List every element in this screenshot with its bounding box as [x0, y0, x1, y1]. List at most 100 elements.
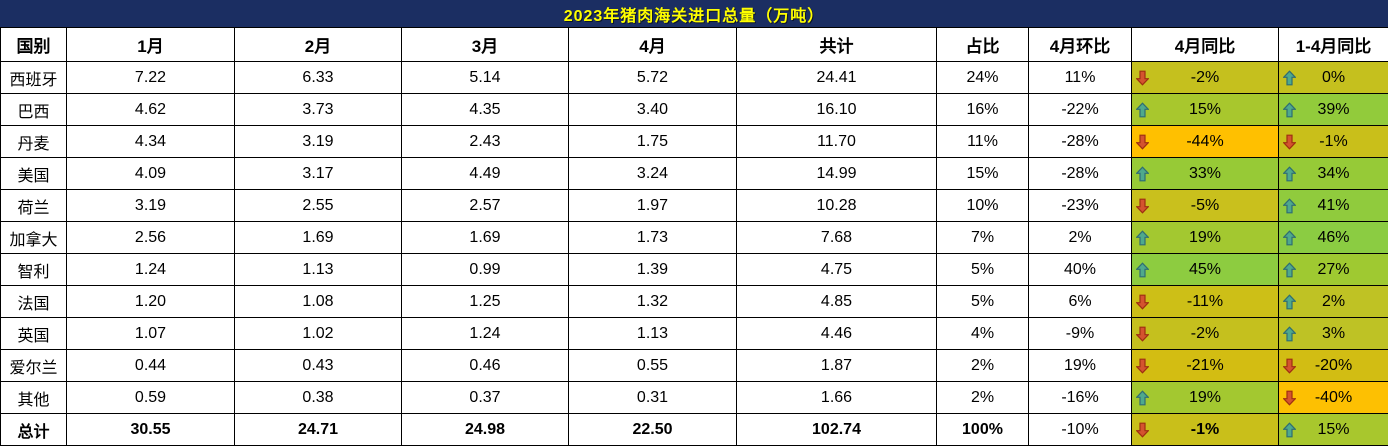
value-cell[interactable]: 1.69 [401, 221, 569, 254]
column-header-9[interactable]: 1-4月同比 [1278, 27, 1388, 62]
value-cell[interactable]: 24% [936, 61, 1029, 94]
value-cell[interactable]: -16% [1028, 381, 1132, 414]
value-cell[interactable]: 5.72 [568, 61, 737, 94]
value-cell[interactable]: 0.55 [568, 349, 737, 382]
country-cell[interactable]: 其他 [0, 381, 67, 414]
column-header-7[interactable]: 4月环比 [1028, 27, 1132, 62]
ytd-yoy-cell[interactable]: 3% [1278, 317, 1388, 350]
apr-yoy-cell[interactable]: 33% [1131, 157, 1279, 190]
value-cell[interactable]: -23% [1028, 189, 1132, 222]
value-cell[interactable]: 1.20 [66, 285, 235, 318]
ytd-yoy-cell[interactable]: 34% [1278, 157, 1388, 190]
value-cell[interactable]: 40% [1028, 253, 1132, 286]
value-cell[interactable]: 24.41 [736, 61, 937, 94]
value-cell[interactable]: 4.35 [401, 93, 569, 126]
value-cell[interactable]: 2.56 [66, 221, 235, 254]
value-cell[interactable]: 4.62 [66, 93, 235, 126]
value-cell[interactable]: 14.99 [736, 157, 937, 190]
value-cell[interactable]: 5.14 [401, 61, 569, 94]
value-cell[interactable]: 4.85 [736, 285, 937, 318]
value-cell[interactable]: 1.13 [568, 317, 737, 350]
value-cell[interactable]: 102.74 [736, 413, 937, 446]
value-cell[interactable]: 5% [936, 285, 1029, 318]
value-cell[interactable]: 100% [936, 413, 1029, 446]
value-cell[interactable]: 10.28 [736, 189, 937, 222]
value-cell[interactable]: 2% [1028, 221, 1132, 254]
value-cell[interactable]: 1.08 [234, 285, 402, 318]
value-cell[interactable]: 0.59 [66, 381, 235, 414]
value-cell[interactable]: 2% [936, 349, 1029, 382]
value-cell[interactable]: 4% [936, 317, 1029, 350]
value-cell[interactable]: 1.02 [234, 317, 402, 350]
apr-yoy-cell[interactable]: -21% [1131, 349, 1279, 382]
value-cell[interactable]: 2% [936, 381, 1029, 414]
value-cell[interactable]: 7% [936, 221, 1029, 254]
value-cell[interactable]: 0.38 [234, 381, 402, 414]
apr-yoy-cell[interactable]: -1% [1131, 413, 1279, 446]
value-cell[interactable]: 10% [936, 189, 1029, 222]
country-cell[interactable]: 爱尔兰 [0, 349, 67, 382]
value-cell[interactable]: 4.75 [736, 253, 937, 286]
country-cell[interactable]: 巴西 [0, 93, 67, 126]
value-cell[interactable]: 15% [936, 157, 1029, 190]
value-cell[interactable]: 1.75 [568, 125, 737, 158]
country-cell[interactable]: 美国 [0, 157, 67, 190]
value-cell[interactable]: 1.24 [66, 253, 235, 286]
value-cell[interactable]: 11.70 [736, 125, 937, 158]
value-cell[interactable]: 7.68 [736, 221, 937, 254]
value-cell[interactable]: -9% [1028, 317, 1132, 350]
column-header-5[interactable]: 共计 [736, 27, 937, 62]
apr-yoy-cell[interactable]: -11% [1131, 285, 1279, 318]
value-cell[interactable]: 1.24 [401, 317, 569, 350]
apr-yoy-cell[interactable]: -5% [1131, 189, 1279, 222]
country-cell[interactable]: 荷兰 [0, 189, 67, 222]
column-header-2[interactable]: 2月 [234, 27, 402, 62]
value-cell[interactable]: 6.33 [234, 61, 402, 94]
value-cell[interactable]: 6% [1028, 285, 1132, 318]
value-cell[interactable]: -28% [1028, 157, 1132, 190]
apr-yoy-cell[interactable]: 19% [1131, 221, 1279, 254]
apr-yoy-cell[interactable]: -2% [1131, 317, 1279, 350]
apr-yoy-cell[interactable]: 45% [1131, 253, 1279, 286]
value-cell[interactable]: 1.97 [568, 189, 737, 222]
value-cell[interactable]: 3.17 [234, 157, 402, 190]
apr-yoy-cell[interactable]: 19% [1131, 381, 1279, 414]
value-cell[interactable]: -10% [1028, 413, 1132, 446]
ytd-yoy-cell[interactable]: 46% [1278, 221, 1388, 254]
value-cell[interactable]: 22.50 [568, 413, 737, 446]
value-cell[interactable]: 3.40 [568, 93, 737, 126]
value-cell[interactable]: 24.71 [234, 413, 402, 446]
ytd-yoy-cell[interactable]: 39% [1278, 93, 1388, 126]
country-cell[interactable]: 英国 [0, 317, 67, 350]
value-cell[interactable]: 7.22 [66, 61, 235, 94]
column-header-1[interactable]: 1月 [66, 27, 235, 62]
value-cell[interactable]: 0.99 [401, 253, 569, 286]
value-cell[interactable]: 11% [1028, 61, 1132, 94]
value-cell[interactable]: -22% [1028, 93, 1132, 126]
value-cell[interactable]: 2.55 [234, 189, 402, 222]
value-cell[interactable]: 2.43 [401, 125, 569, 158]
value-cell[interactable]: 1.39 [568, 253, 737, 286]
value-cell[interactable]: 4.46 [736, 317, 937, 350]
value-cell[interactable]: 0.37 [401, 381, 569, 414]
apr-yoy-cell[interactable]: 15% [1131, 93, 1279, 126]
country-cell[interactable]: 加拿大 [0, 221, 67, 254]
value-cell[interactable]: 16% [936, 93, 1029, 126]
column-header-8[interactable]: 4月同比 [1131, 27, 1279, 62]
value-cell[interactable]: 1.07 [66, 317, 235, 350]
value-cell[interactable]: 3.19 [66, 189, 235, 222]
value-cell[interactable]: -28% [1028, 125, 1132, 158]
value-cell[interactable]: 1.66 [736, 381, 937, 414]
column-header-3[interactable]: 3月 [401, 27, 569, 62]
value-cell[interactable]: 0.31 [568, 381, 737, 414]
value-cell[interactable]: 1.13 [234, 253, 402, 286]
country-cell[interactable]: 总计 [0, 413, 67, 446]
apr-yoy-cell[interactable]: -44% [1131, 125, 1279, 158]
country-cell[interactable]: 智利 [0, 253, 67, 286]
value-cell[interactable]: 4.09 [66, 157, 235, 190]
ytd-yoy-cell[interactable]: 41% [1278, 189, 1388, 222]
column-header-6[interactable]: 占比 [936, 27, 1029, 62]
value-cell[interactable]: 1.87 [736, 349, 937, 382]
value-cell[interactable]: 1.32 [568, 285, 737, 318]
value-cell[interactable]: 24.98 [401, 413, 569, 446]
